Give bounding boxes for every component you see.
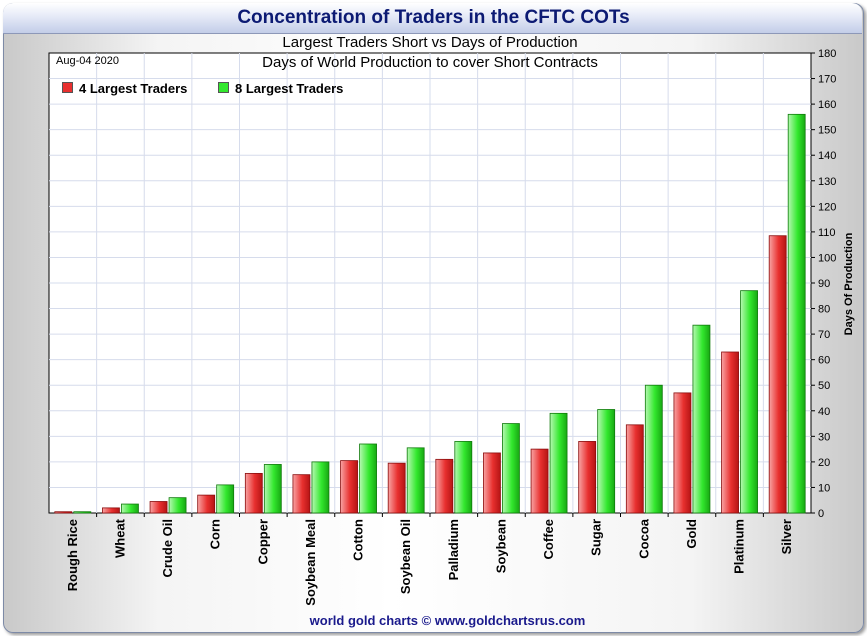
legend-swatch-green: [218, 82, 229, 93]
x-category-label: Copper: [255, 519, 270, 565]
page-title: Concentration of Traders in the CFTC COT…: [237, 7, 630, 28]
y-tick-label: 170: [818, 74, 836, 86]
chart-subtitle: Largest Traders Short vs Days of Product…: [282, 34, 578, 51]
bar-8-largest: [121, 503, 139, 514]
x-category-label: Soybean Oil: [398, 519, 413, 594]
bar-4-largest: [530, 448, 549, 514]
x-category-label: Rough Rice: [65, 519, 80, 591]
x-category-label: Soybean Meal: [303, 519, 318, 606]
bar-4-largest: [435, 458, 454, 514]
bar-8-largest: [406, 447, 425, 514]
y-tick-label: 30: [818, 431, 830, 443]
x-category-label: Wheat: [112, 518, 127, 558]
y-tick-label: 120: [818, 201, 836, 213]
y-axis-title: Days Of Production: [843, 232, 855, 336]
x-category-label: Silver: [779, 519, 794, 554]
y-tick-label: 90: [818, 278, 830, 290]
x-category-label: Coffee: [541, 519, 556, 559]
y-tick-label: 0: [818, 508, 824, 520]
bar-8-largest: [692, 324, 711, 514]
x-axis: Rough Rice Wheat Crude Oil Corn Copper Soybea…: [65, 518, 794, 605]
bar-8-largest: [549, 412, 568, 514]
x-category-label: Cotton: [351, 519, 366, 561]
x-category-label: Gold: [684, 519, 699, 549]
x-category-label: Sugar: [589, 519, 604, 556]
bar-8-largest: [502, 423, 520, 514]
legend-swatch-red: [62, 82, 73, 93]
bar-8-largest: [740, 290, 758, 514]
bar-8-largest: [73, 511, 92, 514]
bar-8-largest: [311, 461, 330, 514]
y-tick-label: 60: [818, 355, 830, 367]
y-tick-label: 100: [818, 252, 836, 264]
x-category-label: Cocoa: [636, 518, 651, 559]
bar-4-largest: [387, 462, 406, 514]
x-category-label: Palladium: [446, 519, 461, 580]
legend-item-4-largest: 4 Largest Traders: [62, 81, 187, 96]
bar-4-largest: [673, 392, 692, 514]
bars: [54, 113, 806, 514]
date-label: Aug-04 2020: [56, 55, 119, 67]
title-bar: [3, 3, 862, 34]
bar-8-largest: [359, 443, 377, 514]
y-tick-label: 50: [818, 380, 830, 392]
x-category-label: Soybean: [493, 519, 508, 573]
footer-credit: world gold charts © www.goldchartsrus.co…: [309, 613, 586, 628]
y-tick-label: 160: [818, 99, 836, 111]
bar-8-largest: [787, 113, 806, 514]
bar-4-largest: [102, 507, 120, 514]
y-axis: 0 10 20 30 40 50 60 70 80 90 100 110 120 130 140 150 160…: [96, 48, 836, 520]
legend-label: 4 Largest Traders: [79, 81, 188, 96]
bar-4-largest: [149, 501, 168, 514]
bar-4-largest: [768, 235, 787, 514]
y-tick-label: 80: [818, 304, 830, 316]
bar-8-largest: [597, 409, 616, 514]
bar-8-largest: [454, 441, 473, 514]
bar-8-largest: [216, 484, 235, 514]
y-tick-label: 110: [818, 227, 836, 239]
legend-label: 8 Largest Traders: [235, 81, 344, 96]
bar-4-largest: [721, 351, 739, 514]
bar-8-largest: [168, 497, 187, 514]
chart-subtitle-2: Days of World Production to cover Short …: [262, 54, 598, 71]
y-tick-label: 20: [818, 457, 830, 469]
bar-4-largest: [625, 424, 644, 514]
bar-4-largest: [483, 452, 501, 514]
y-tick-label: 130: [818, 176, 836, 188]
y-tick-label: 70: [818, 329, 830, 341]
legend-item-8-largest: 8 Largest Traders: [218, 81, 343, 96]
y-tick-label: 150: [818, 125, 836, 137]
bar-4-largest: [54, 511, 73, 514]
y-tick-label: 40: [818, 406, 830, 418]
y-tick-label: 140: [818, 150, 836, 162]
bar-4-largest: [578, 441, 597, 514]
bar-4-largest: [197, 494, 216, 514]
y-tick-label: 180: [818, 48, 836, 60]
y-tick-label: 10: [818, 482, 830, 494]
x-category-label: Platinum: [732, 519, 747, 574]
bar-8-largest: [644, 384, 663, 514]
x-category-label: Corn: [208, 519, 223, 549]
bar-8-largest: [263, 464, 282, 514]
bar-4-largest: [244, 472, 263, 514]
bar-4-largest: [292, 474, 311, 514]
bar-4-largest: [340, 460, 358, 514]
x-category-label: Crude Oil: [160, 519, 175, 578]
